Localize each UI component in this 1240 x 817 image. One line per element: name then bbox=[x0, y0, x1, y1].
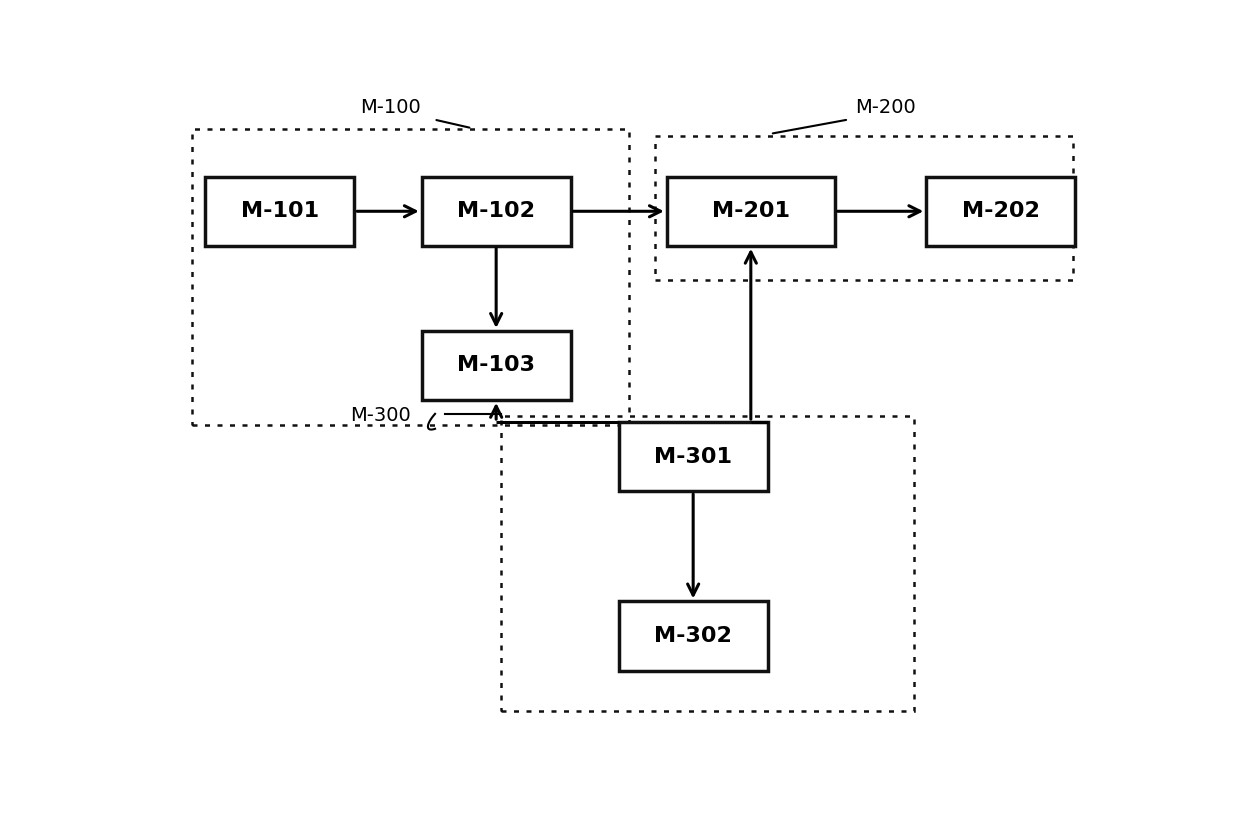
Text: M-200: M-200 bbox=[856, 98, 915, 117]
Bar bbox=[206, 176, 355, 246]
Bar bbox=[422, 331, 570, 400]
Text: M-102: M-102 bbox=[458, 201, 536, 221]
Text: M-202: M-202 bbox=[962, 201, 1039, 221]
Bar bbox=[926, 176, 1075, 246]
Text: M-301: M-301 bbox=[655, 447, 732, 467]
Bar bbox=[667, 176, 835, 246]
Text: M-103: M-103 bbox=[458, 355, 536, 375]
Text: M-100: M-100 bbox=[360, 98, 420, 117]
Bar bbox=[191, 130, 629, 425]
Text: M-201: M-201 bbox=[712, 201, 790, 221]
Bar bbox=[422, 176, 570, 246]
Text: M-302: M-302 bbox=[655, 626, 732, 646]
Text: M-101: M-101 bbox=[241, 201, 319, 221]
Bar bbox=[655, 136, 1073, 280]
Text: M-300: M-300 bbox=[351, 406, 412, 426]
Bar bbox=[619, 422, 768, 491]
Bar bbox=[619, 601, 768, 671]
Bar bbox=[501, 416, 914, 712]
